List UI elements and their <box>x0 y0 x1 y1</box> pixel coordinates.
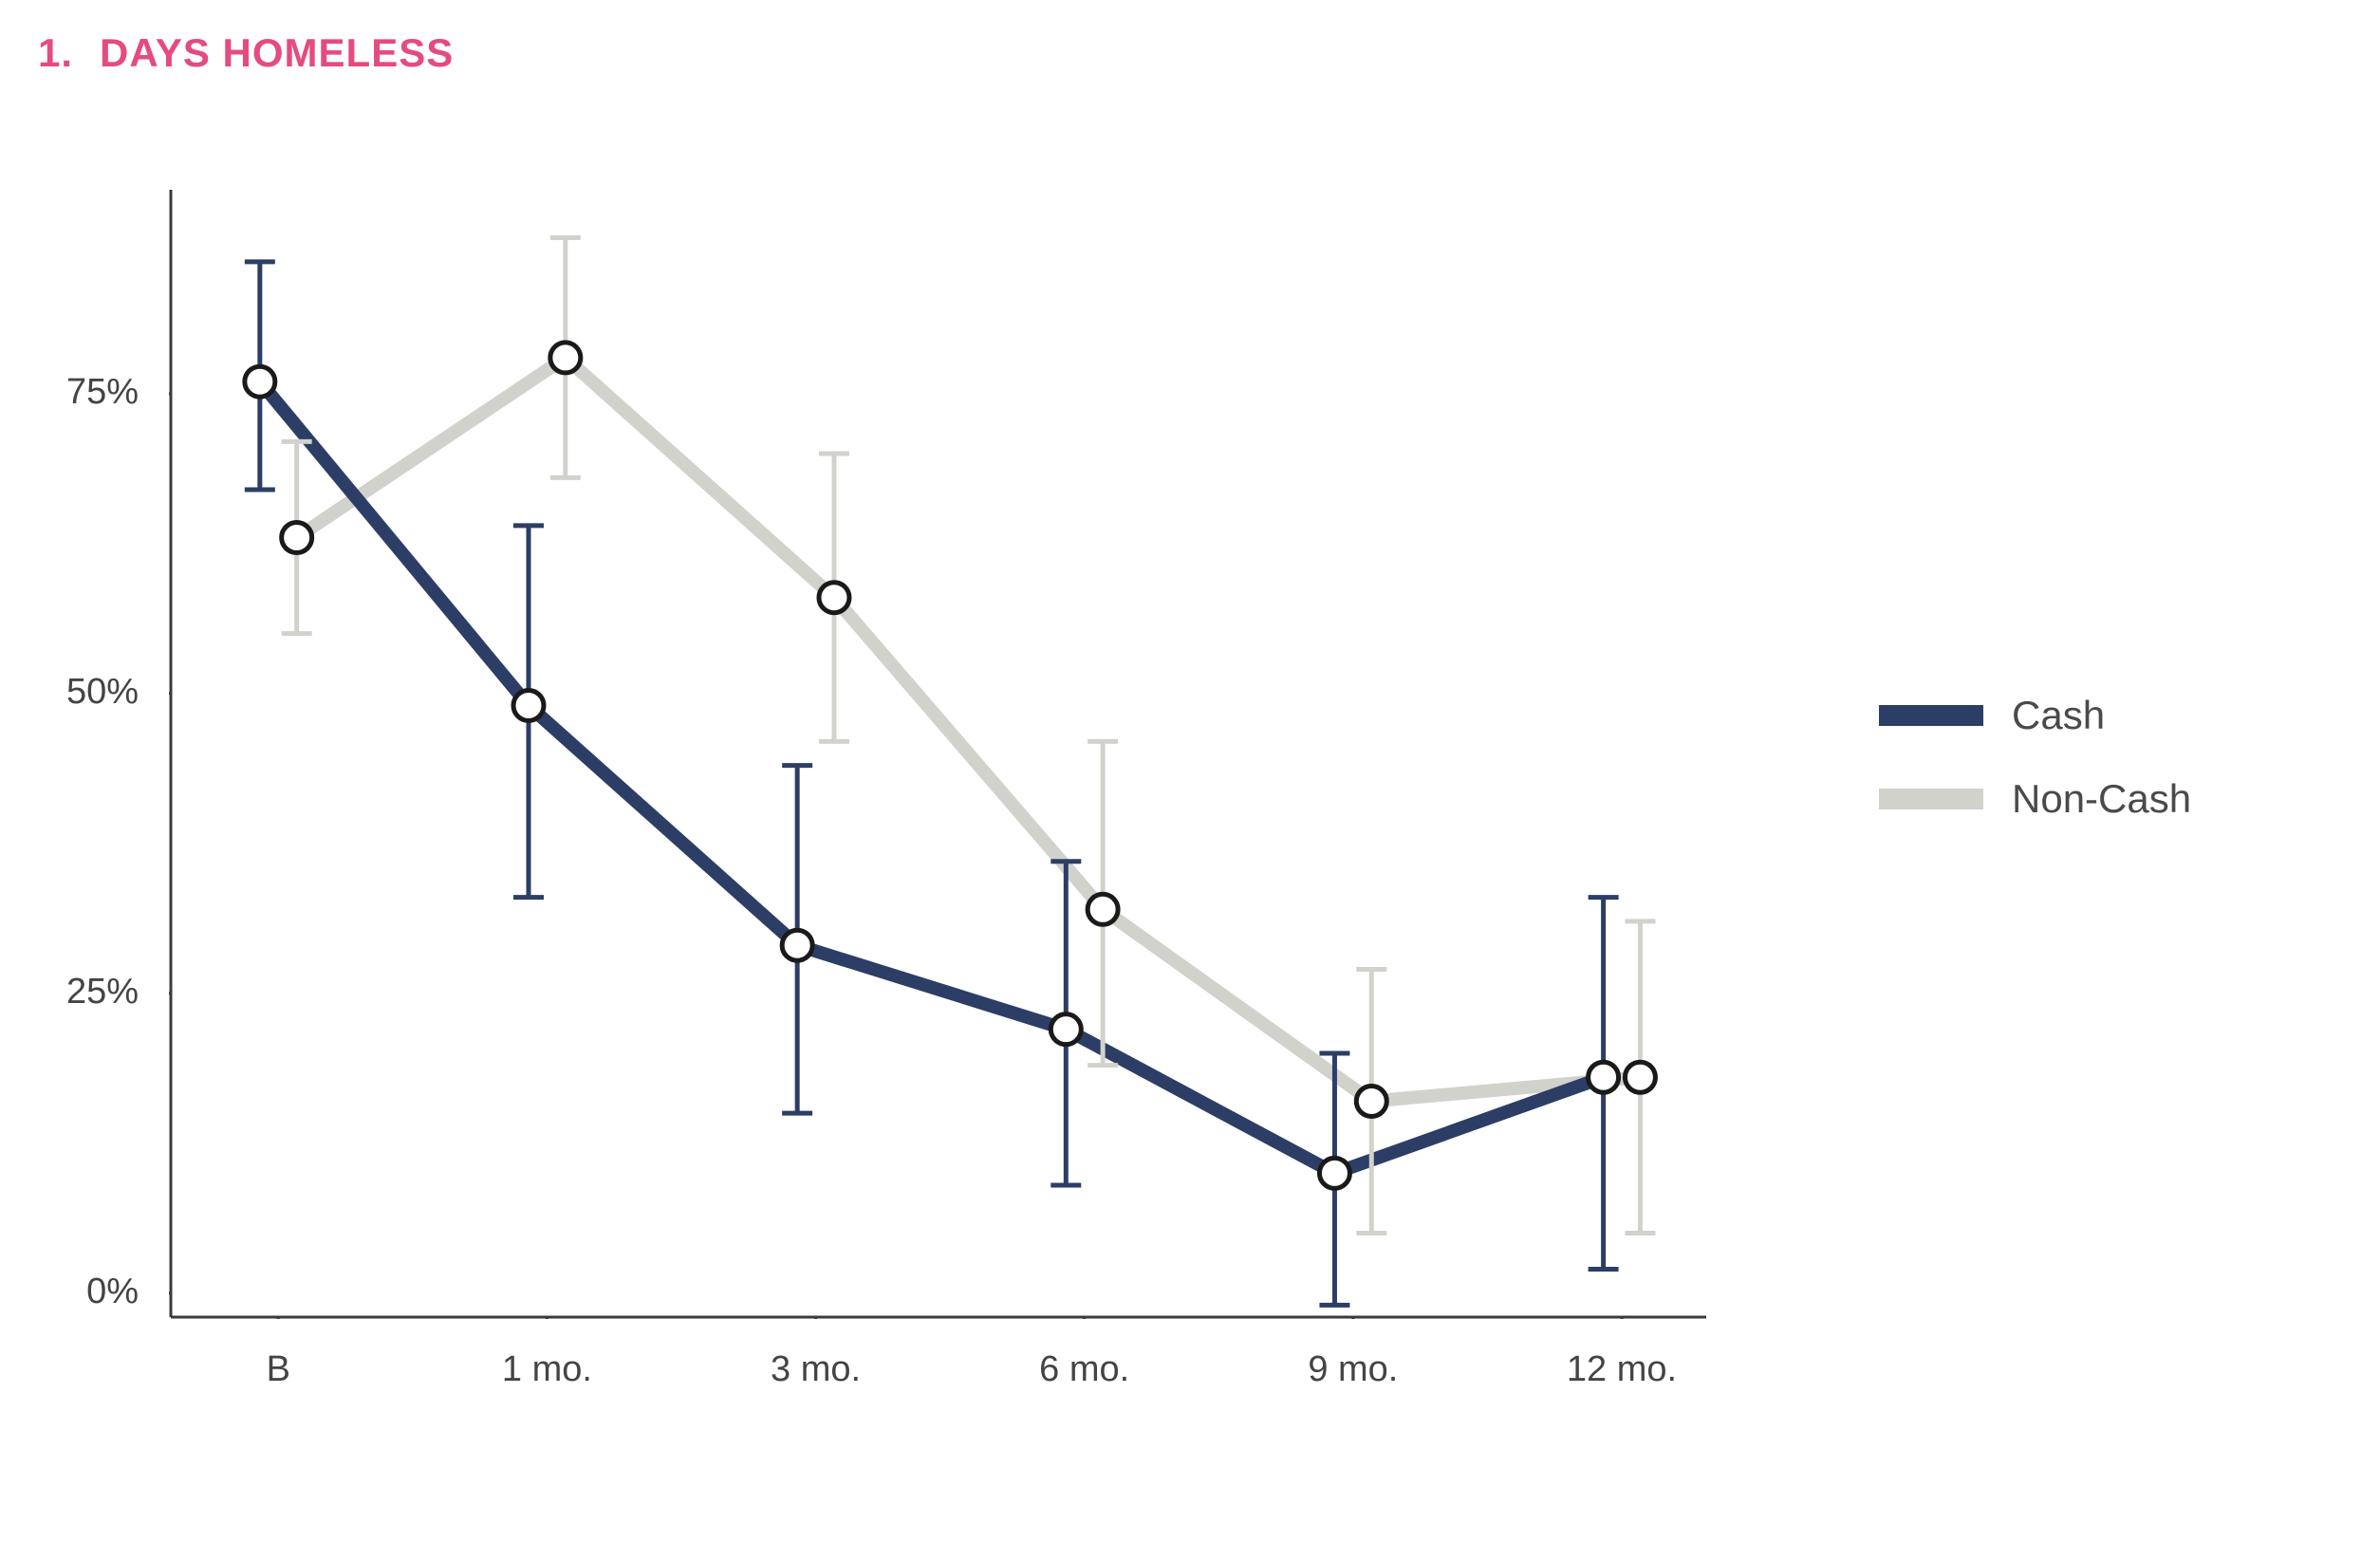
series-line-non-cash <box>297 358 1641 1102</box>
chart-title: 1. DAYS HOMELESS <box>38 30 454 76</box>
legend-label: Non-Cash <box>2012 776 2191 822</box>
x-tick-label: 6 mo. <box>980 1349 1189 1390</box>
data-marker <box>282 523 312 553</box>
legend-swatch <box>1879 705 1983 726</box>
legend-label: Cash <box>2012 693 2105 738</box>
y-tick-label: 50% <box>6 672 139 713</box>
data-marker <box>1088 894 1118 924</box>
markers-layer <box>245 343 1656 1188</box>
series-line-cash <box>260 381 1604 1173</box>
chart-svg <box>169 190 1706 1319</box>
chart-area <box>169 190 1706 1319</box>
data-marker <box>1356 1087 1386 1117</box>
x-tick-label: B <box>174 1349 382 1390</box>
title-text: DAYS HOMELESS <box>100 30 454 76</box>
y-tick-label: 25% <box>6 972 139 1013</box>
legend-item: Non-Cash <box>1879 776 2191 822</box>
title-number: 1. <box>38 30 73 76</box>
x-tick-label: 1 mo. <box>442 1349 651 1390</box>
lines-layer <box>260 358 1641 1173</box>
x-tick-label: 12 mo. <box>1517 1349 1726 1390</box>
data-marker <box>245 366 275 397</box>
data-marker <box>550 343 581 373</box>
legend-item: Cash <box>1879 693 2191 738</box>
page: 1. DAYS HOMELESS 0% 25% 50% 75% B 1 mo. 3 mo. 6… <box>0 0 2380 1542</box>
data-marker <box>1051 1014 1081 1045</box>
y-tick-label: 0% <box>6 1272 139 1312</box>
y-tick-label: 75% <box>6 372 139 413</box>
legend-swatch <box>1879 789 1983 809</box>
data-marker <box>1319 1158 1349 1188</box>
data-marker <box>513 690 544 720</box>
data-marker <box>782 930 812 960</box>
x-tick-label: 3 mo. <box>712 1349 920 1390</box>
errorbars-layer <box>245 238 1656 1306</box>
data-marker <box>1625 1062 1655 1092</box>
data-marker <box>1589 1062 1619 1092</box>
legend: Cash Non-Cash <box>1879 693 2191 822</box>
x-tick-label: 9 mo. <box>1249 1349 1458 1390</box>
data-marker <box>819 583 849 613</box>
